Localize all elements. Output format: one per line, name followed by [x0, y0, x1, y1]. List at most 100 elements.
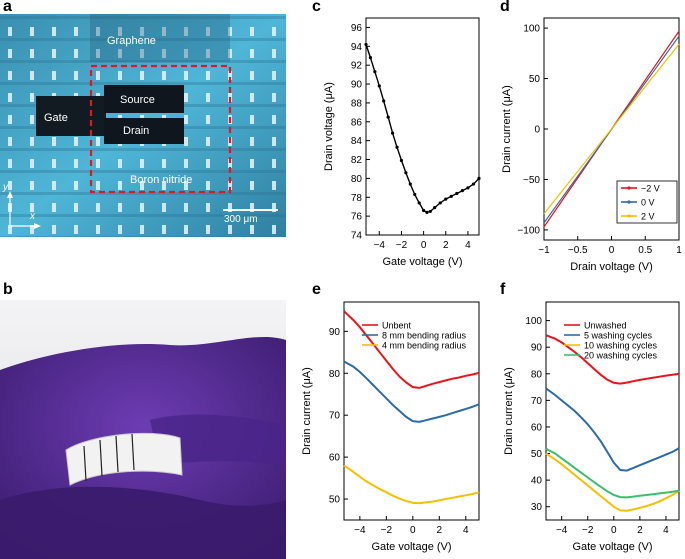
x-tick-label: 4 — [663, 525, 669, 536]
y-tick-label: 76 — [351, 212, 363, 223]
legend-label: 10 washing cycles — [584, 341, 658, 351]
panel-label-f: f — [500, 281, 506, 298]
drain-label: Drain — [123, 125, 149, 137]
scale-bar-label: 300 μm — [224, 214, 258, 225]
y-tick-label: −50 — [523, 175, 540, 186]
x-tick-label: −0.5 — [568, 245, 588, 256]
data-point — [377, 84, 381, 88]
gate-label: Gate — [44, 112, 68, 124]
chart-e: −4 −2 0 2 4 50 60 70 80 90 Gate voltage (V) Drain c… — [301, 301, 480, 553]
y-tick-label: 0 — [534, 125, 540, 136]
y-axis-label: Drain voltage (μA) — [323, 82, 335, 171]
y-tick-label: 70 — [329, 411, 341, 422]
chart-c: −4 −2 0 2 4 74 76 78 80 82 84 86 88 90 92 94 96 Gate volt… — [323, 17, 481, 268]
legend-marker — [627, 186, 631, 190]
axis-x-arrowhead — [34, 223, 41, 229]
data-point — [382, 99, 386, 103]
y-tick-label: 100 — [523, 24, 540, 35]
y-tick-label: 70 — [531, 396, 543, 407]
data-point — [466, 186, 470, 190]
data-point — [471, 182, 476, 186]
x-tick-label: 2 — [637, 525, 643, 536]
axis-x-label: x — [29, 211, 36, 222]
legend-label: 0 V — [641, 198, 655, 208]
data-point — [390, 131, 395, 135]
data-point — [433, 206, 437, 210]
y-tick-label: 50 — [531, 449, 543, 460]
plot-frame — [343, 301, 480, 521]
gate-electrode — [36, 96, 106, 136]
data-point — [404, 171, 408, 175]
y-tick-label: 50 — [529, 74, 541, 85]
series-line-4 — [545, 447, 680, 499]
x-tick-label: −4 — [354, 525, 366, 536]
y-axis-label: Drain current (μA) — [501, 85, 513, 173]
y-tick-label: 94 — [351, 42, 363, 53]
device-micrograph: Graphene Gate Source Drain Boron nitride… — [0, 14, 286, 237]
y-axis-label: Drain current (μA) — [503, 367, 515, 455]
bent-fabric-photo — [0, 300, 286, 559]
x-axis-label: Gate voltage (V) — [382, 256, 462, 268]
fabric-strip — [65, 432, 183, 486]
y-tick-label: 96 — [351, 23, 363, 34]
x-tick-label: 4 — [465, 240, 471, 251]
x-tick-label: 0 — [421, 240, 427, 251]
axis-y-arrowhead — [7, 191, 13, 198]
legend-label: 20 washing cycles — [584, 351, 658, 361]
plot-frame — [365, 17, 480, 236]
y-tick-label: 80 — [531, 369, 543, 380]
panel-label-e: e — [312, 281, 321, 298]
axis-y-label: y — [2, 182, 9, 193]
legend: −2 V 0 V 2 V — [616, 180, 678, 224]
x-tick-label: 2 — [437, 525, 443, 536]
data-point — [477, 176, 481, 180]
chart-f: −4 −2 0 2 4 30 40 50 60 70 80 90 100 Gate voltage (V)… — [503, 301, 680, 553]
y-tick-label: 80 — [351, 174, 363, 185]
legend-label: 2 V — [641, 212, 655, 222]
y-tick-label: 50 — [329, 495, 341, 506]
data-point — [386, 115, 390, 119]
y-tick-label: −100 — [517, 225, 540, 236]
y-tick-label: 40 — [531, 476, 543, 487]
x-tick-label: −2 — [396, 240, 408, 251]
x-axis-label: Gate voltage (V) — [572, 541, 652, 553]
data-point — [413, 192, 417, 197]
legend-label: Unbent — [382, 321, 412, 331]
legend-label: −2 V — [641, 184, 660, 194]
x-tick-label: 0 — [410, 525, 416, 536]
graphene-label: Graphene — [107, 35, 156, 47]
drain-electrode — [104, 118, 184, 144]
panel-label-a: a — [3, 0, 12, 15]
x-tick-label: 0 — [611, 525, 617, 536]
source-label: Source — [120, 94, 155, 106]
x-tick-label: 0.5 — [638, 245, 652, 256]
series-line-3 — [545, 452, 680, 512]
legend-label: Unwashed — [584, 321, 627, 331]
x-axis-label: Gate voltage (V) — [371, 541, 451, 553]
legend-marker — [627, 200, 631, 204]
series-line-3 — [343, 464, 480, 505]
x-tick-label: 4 — [463, 525, 469, 536]
y-tick-label: 88 — [351, 98, 363, 109]
x-tick-label: −4 — [374, 240, 386, 251]
panel-label-d: d — [500, 0, 510, 15]
y-tick-label: 30 — [531, 502, 543, 513]
panel-label-c: c — [312, 0, 321, 15]
series-line-1 — [343, 310, 480, 389]
data-point — [408, 182, 412, 186]
region-of-interest-box — [89, 64, 232, 194]
y-tick-label: 74 — [351, 231, 363, 242]
legend-marker — [627, 214, 631, 218]
y-tick-label: 86 — [351, 117, 363, 128]
data-point — [368, 56, 373, 60]
y-tick-label: 90 — [329, 327, 341, 338]
x-axis-label: Drain voltage (V) — [570, 261, 653, 273]
data-point — [455, 191, 459, 196]
fabric-electrode-lines — [83, 433, 135, 482]
y-tick-label: 84 — [351, 136, 363, 147]
legend-label: 4 mm bending radius — [382, 341, 467, 351]
data-point — [460, 189, 464, 193]
source-electrode — [104, 85, 184, 113]
